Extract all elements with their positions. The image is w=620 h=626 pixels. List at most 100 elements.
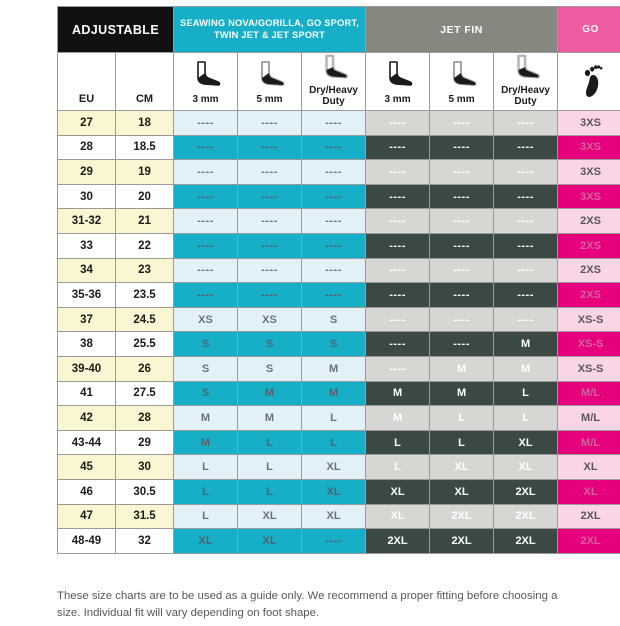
cell-jetfin: ---- [430,258,494,283]
cell-cm: 18.5 [116,135,174,160]
cell-jetfin: ---- [366,258,430,283]
cell-jetfin: ---- [366,307,430,332]
cell-seawing: S [174,381,238,406]
cell-seawing: ---- [238,283,302,308]
cell-go: 2XS [558,233,620,258]
banner-row: ADJUSTABLE SEAWING NOVA/GORILLA, GO SPOR… [58,7,620,53]
cell-seawing: L [238,430,302,455]
cell-jetfin: 2XL [494,504,558,529]
cell-jetfin: ---- [430,184,494,209]
boot-icon [366,58,429,92]
cell-jetfin: ---- [430,307,494,332]
cell-eu: 47 [58,504,116,529]
cell-jetfin: ---- [366,356,430,381]
footprint-icon [558,63,620,101]
cell-seawing: M [302,381,366,406]
cell-jetfin: ---- [366,233,430,258]
cell-seawing: ---- [238,135,302,160]
cell-jetfin: ---- [494,258,558,283]
cell-seawing: M [238,381,302,406]
cell-jetfin: M [494,356,558,381]
cell-go: XL [558,479,620,504]
cell-jetfin: ---- [366,209,430,234]
cell-cm: 23.5 [116,283,174,308]
cell-go: 3XS [558,135,620,160]
cell-seawing: ---- [302,111,366,136]
cell-jetfin: ---- [366,135,430,160]
header-jetfin-3mm-label: 3 mm [366,94,429,105]
header-jetfin-5mm: 5 mm [430,53,494,111]
cell-jetfin: M [430,356,494,381]
cell-jetfin: ---- [430,135,494,160]
cell-go: M/L [558,381,620,406]
header-seawing-3mm-label: 3 mm [174,94,237,105]
cell-go: 2XL [558,504,620,529]
cell-eu: 34 [58,258,116,283]
cell-eu: 45 [58,455,116,480]
cell-jetfin: ---- [494,160,558,185]
header-seawing-3mm: 3 mm [174,53,238,111]
cell-jetfin: ---- [494,209,558,234]
cell-cm: 21 [116,209,174,234]
header-cm-label: CM [116,93,173,105]
cell-seawing: ---- [174,135,238,160]
cell-go: 3XS [558,111,620,136]
cell-cm: 20 [116,184,174,209]
header-jetfin-3mm: 3 mm [366,53,430,111]
header-seawing-5mm-label: 5 mm [238,94,301,105]
cell-seawing: ---- [302,160,366,185]
cell-seawing: ---- [238,258,302,283]
cell-seawing: XL [238,504,302,529]
cell-eu: 46 [58,479,116,504]
cell-seawing: XL [174,529,238,554]
cell-jetfin: 2XL [430,504,494,529]
cell-jetfin: L [430,430,494,455]
cell-seawing: ---- [302,258,366,283]
header-eu: EU [58,53,116,111]
cell-cm: 28 [116,406,174,431]
cell-jetfin: 2XL [494,479,558,504]
boot-dry-icon [302,55,365,81]
cell-eu: 28 [58,135,116,160]
cell-jetfin: ---- [494,111,558,136]
cell-seawing: L [174,504,238,529]
cell-seawing: ---- [302,233,366,258]
banner-go: GO [558,7,620,53]
cell-go: 2XS [558,258,620,283]
cell-jetfin: ---- [366,283,430,308]
cell-seawing: ---- [238,111,302,136]
cell-go: 3XS [558,184,620,209]
cell-go: XL [558,455,620,480]
size-chart-sheet: ADJUSTABLE SEAWING NOVA/GORILLA, GO SPOR… [0,6,620,626]
header-jetfin-5mm-label: 5 mm [430,94,493,105]
cell-eu: 43-44 [58,430,116,455]
cell-seawing: L [238,455,302,480]
banner-seawing: SEAWING NOVA/GORILLA, GO SPORT, TWIN JET… [174,7,366,53]
cell-jetfin: ---- [366,184,430,209]
cell-jetfin: XL [366,479,430,504]
cell-eu: 48-49 [58,529,116,554]
cell-jetfin: XL [430,479,494,504]
cell-seawing: ---- [238,160,302,185]
boot-icon [174,58,237,92]
cell-jetfin: ---- [366,332,430,357]
cell-jetfin: ---- [430,233,494,258]
cell-jetfin: XL [430,455,494,480]
header-seawing-dry-label: Dry/Heavy Duty [302,85,365,107]
cell-seawing: XL [302,455,366,480]
cell-go: 2XS [558,283,620,308]
cell-eu: 38 [58,332,116,357]
cell-jetfin: L [494,406,558,431]
